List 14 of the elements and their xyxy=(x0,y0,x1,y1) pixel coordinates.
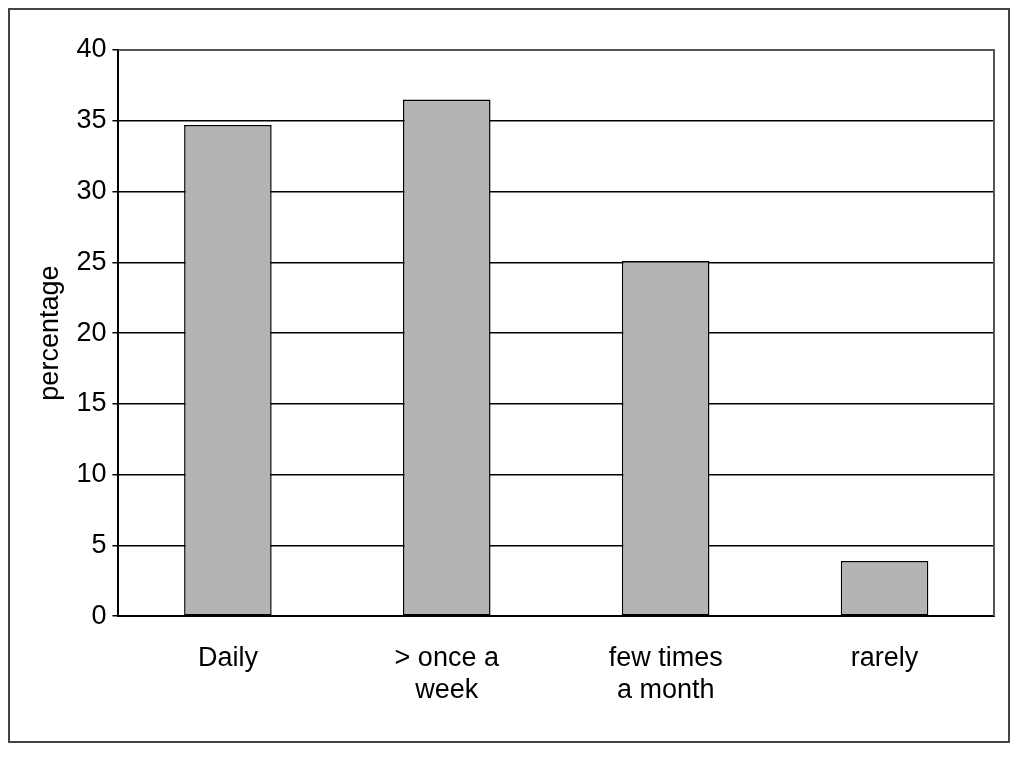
y-tick-label: 5 xyxy=(91,528,107,559)
y-tick-label: 25 xyxy=(76,245,107,276)
y-tick-label: 35 xyxy=(76,104,107,135)
y-tick-label: 10 xyxy=(76,458,107,489)
y-tick-label: 20 xyxy=(76,316,107,347)
y-tick-label: 30 xyxy=(76,175,107,205)
y-tick-label: 40 xyxy=(76,33,107,64)
x-tick-label: Daily xyxy=(197,641,259,672)
y-axis-title: percentage xyxy=(33,265,64,401)
x-tick-label: > once a week xyxy=(394,641,500,705)
y-tick-label: 0 xyxy=(91,599,107,630)
x-tick-label: rarely xyxy=(850,641,919,672)
x-tick-label: few times a month xyxy=(608,641,723,705)
y-tick-label: 15 xyxy=(76,387,107,418)
